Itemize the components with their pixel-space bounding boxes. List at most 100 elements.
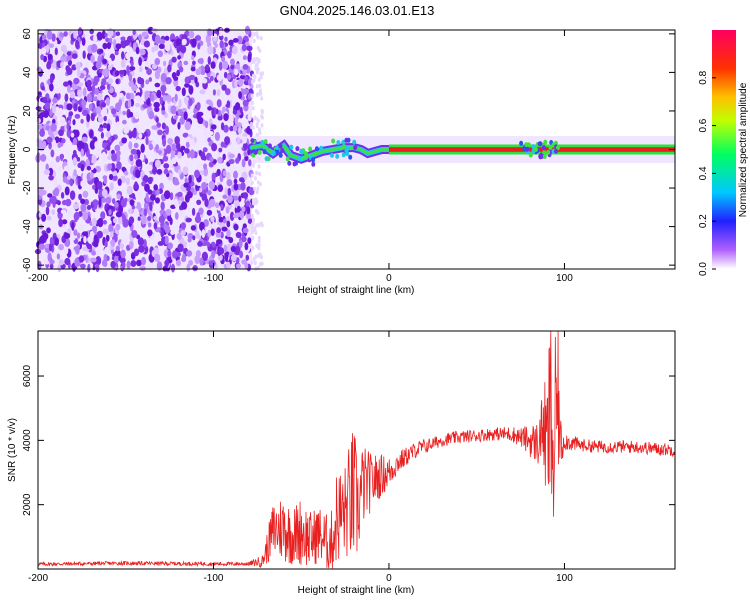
noise-blob	[175, 259, 182, 267]
noise-blob	[153, 216, 158, 221]
noise-blob	[221, 84, 227, 91]
noise-blob	[118, 205, 124, 214]
noise-blob	[231, 45, 238, 55]
noise-blob	[109, 182, 114, 191]
noise-blob	[77, 176, 81, 186]
noise-blob	[180, 230, 186, 237]
y-tick-label: -40	[22, 219, 33, 234]
noise-fade-dot	[251, 245, 255, 251]
noise-blob	[49, 263, 54, 270]
noise-blob	[173, 76, 179, 81]
noise-blob	[139, 78, 145, 85]
noise-blob	[154, 106, 160, 112]
noise-blob	[199, 221, 205, 231]
noise-blob	[228, 153, 235, 159]
noise-blob	[242, 99, 249, 107]
noise-blob	[47, 60, 52, 66]
noise-blob	[224, 136, 231, 146]
noise-blob	[112, 217, 117, 224]
noise-blob	[129, 240, 134, 250]
noise-blob	[191, 38, 197, 48]
signal-line-core	[388, 147, 675, 152]
noise-blob	[242, 223, 247, 230]
noise-blob	[130, 148, 137, 155]
noise-blob	[233, 195, 239, 201]
noise-fade-dot	[256, 35, 260, 40]
noise-blob	[230, 64, 235, 70]
signal-cluster-blob	[528, 152, 533, 158]
noise-blob	[188, 174, 192, 184]
noise-fade-dot	[255, 84, 259, 89]
noise-blob	[226, 243, 233, 254]
noise-blob	[218, 147, 223, 153]
noise-blob	[241, 44, 247, 52]
noise-blob	[161, 87, 165, 97]
noise-blob	[188, 30, 195, 39]
noise-blob	[197, 42, 201, 50]
noise-blob	[64, 93, 69, 102]
noise-blob	[161, 122, 166, 130]
noise-blob	[235, 231, 242, 239]
noise-fade-dot	[255, 223, 259, 228]
noise-blob	[115, 245, 121, 252]
noise-fade-dot	[256, 92, 260, 97]
noise-blob	[198, 124, 205, 130]
noise-blob	[76, 157, 81, 162]
noise-blob	[96, 106, 102, 115]
noise-blob	[115, 70, 120, 77]
noise-blob	[194, 76, 198, 84]
noise-blob	[73, 30, 78, 39]
noise-blob	[211, 172, 216, 181]
noise-blob	[108, 209, 112, 216]
noise-blob	[177, 109, 183, 116]
noise-blob	[81, 231, 89, 237]
noise-blob	[75, 129, 80, 138]
noise-blob	[60, 153, 64, 162]
noise-blob	[177, 169, 182, 175]
noise-blob	[226, 220, 231, 228]
noise-blob	[138, 132, 143, 139]
noise-blob	[104, 84, 108, 92]
noise-fade-dot	[252, 217, 255, 223]
noise-blob	[169, 192, 174, 201]
noise-blob	[201, 251, 208, 262]
noise-blob	[150, 233, 154, 242]
noise-blob	[97, 115, 104, 123]
signal-wiggle-blob	[314, 146, 319, 152]
noise-blob	[96, 230, 103, 239]
noise-blob	[35, 106, 42, 111]
x-tick-label: -100	[203, 273, 223, 284]
noise-blob	[120, 36, 126, 42]
noise-blob	[189, 149, 195, 159]
noise-fade-dot	[250, 173, 254, 178]
noise-blob	[194, 255, 201, 264]
noise-fade-dot	[253, 260, 257, 266]
noise-blob	[105, 234, 110, 242]
noise-blob	[222, 153, 226, 160]
noise-blob	[38, 212, 42, 218]
noise-blob	[82, 87, 87, 97]
noise-blob	[82, 211, 89, 221]
noise-blob	[107, 64, 113, 71]
noise-fade-dot	[259, 91, 263, 96]
signal-wiggle-blob	[308, 146, 313, 152]
signal-cluster-blob	[533, 147, 538, 153]
noise-blob	[115, 43, 122, 50]
signal-wiggle-blob	[353, 145, 358, 151]
noise-blob	[163, 163, 170, 169]
noise-blob	[188, 259, 194, 266]
colorbar-ticks: 0.0 0.2 0.4 0.6 0.8	[698, 70, 716, 276]
noise-blob	[184, 148, 190, 154]
noise-blob	[145, 192, 149, 202]
noise-blob	[148, 143, 153, 151]
noise-blob	[206, 209, 213, 216]
y-tick-label: -20	[22, 180, 33, 195]
noise-blob	[235, 157, 240, 164]
noise-blob	[154, 44, 159, 52]
noise-blob	[178, 200, 183, 206]
noise-blob	[202, 78, 208, 84]
noise-blob	[100, 211, 106, 220]
noise-blob	[66, 55, 70, 62]
noise-blob	[46, 201, 51, 208]
noise-blob	[139, 265, 146, 271]
